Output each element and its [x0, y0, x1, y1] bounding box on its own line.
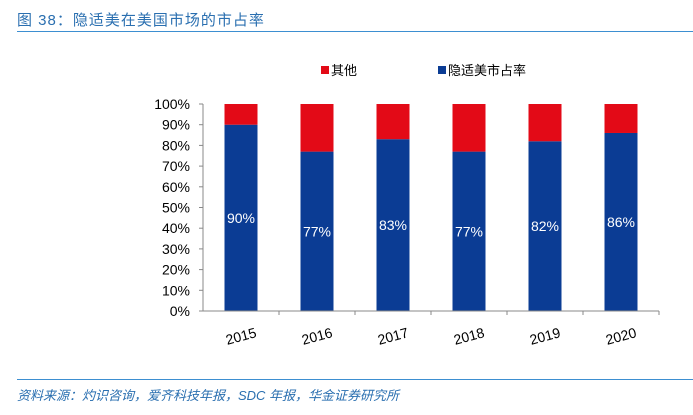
y-tick-label: 20% — [162, 262, 190, 278]
bar-other — [452, 104, 486, 152]
bar-invisalign — [376, 139, 410, 311]
source-divider — [17, 379, 693, 380]
x-tick-label: 2016 — [300, 324, 334, 348]
bar-invisalign — [604, 132, 638, 311]
data-label: 90% — [227, 210, 255, 226]
y-tick-label: 100% — [154, 96, 190, 112]
y-tick-label: 40% — [162, 220, 190, 236]
bar-invisalign — [452, 151, 486, 311]
bar-other — [528, 104, 562, 142]
data-label: 86% — [607, 214, 635, 230]
y-tick-label: 60% — [162, 179, 190, 195]
bar-invisalign — [300, 151, 334, 311]
bar-invisalign — [528, 141, 562, 311]
data-label: 77% — [455, 223, 483, 239]
data-label: 77% — [303, 223, 331, 239]
x-tick-label: 2018 — [452, 324, 486, 348]
y-tick-label: 90% — [162, 117, 190, 133]
x-tick-label: 2020 — [604, 324, 638, 348]
legend-swatch — [438, 66, 446, 74]
bar-other — [300, 104, 334, 152]
x-tick-label: 2019 — [528, 324, 562, 348]
bar-invisalign — [224, 124, 258, 311]
source-note: 资料来源：灼识咨询，爱齐科技年报，SDC 年报，华金证券研究所 — [17, 388, 400, 403]
bar-other — [376, 104, 410, 140]
y-tick-label: 80% — [162, 137, 190, 153]
y-tick-label: 10% — [162, 282, 190, 298]
bar-other — [604, 104, 638, 133]
x-tick-label: 2017 — [376, 324, 410, 348]
x-tick-label: 2015 — [224, 324, 258, 348]
figure-title: 图 38：隐适美在美国市场的市占率 — [17, 12, 265, 29]
data-label: 82% — [531, 218, 559, 234]
y-tick-label: 0% — [170, 303, 190, 319]
bar-other — [224, 104, 258, 125]
legend-label: 隐适美市占率 — [448, 63, 526, 78]
title-divider — [17, 31, 693, 32]
y-tick-label: 50% — [162, 200, 190, 216]
y-tick-label: 30% — [162, 241, 190, 257]
data-label: 83% — [379, 217, 407, 233]
legend-label: 其他 — [331, 63, 357, 78]
y-tick-label: 70% — [162, 158, 190, 174]
legend-swatch — [321, 66, 329, 74]
